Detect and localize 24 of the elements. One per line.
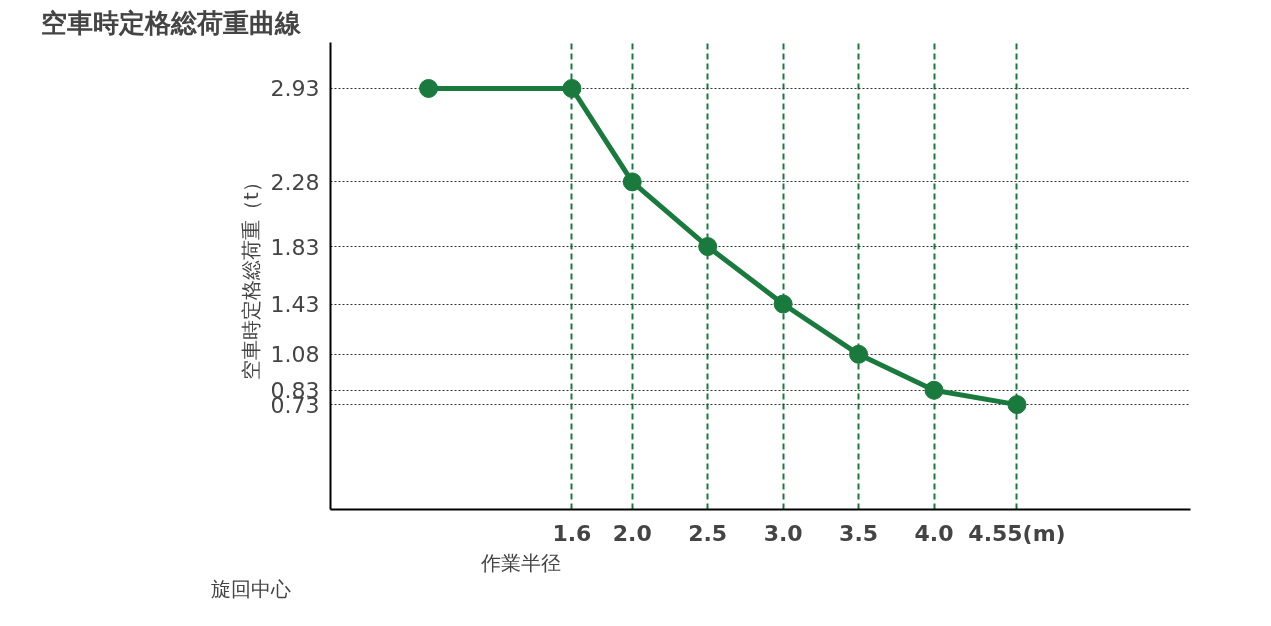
x-axis-title: 作業半径: [479, 550, 561, 575]
y-tick-label: 2.28: [270, 169, 320, 195]
y-axis-title: 空車時定格総荷重（t）: [238, 172, 263, 380]
point: [849, 344, 869, 364]
x-tick-label: 3.0: [763, 520, 803, 546]
y-tick-label: 1.83: [270, 234, 320, 260]
point: [773, 294, 793, 314]
point: [698, 237, 718, 257]
point: [562, 79, 582, 98]
x-tick-label: 2.0: [612, 520, 652, 546]
point: [419, 79, 439, 98]
text: 旋回中心: [210, 576, 291, 601]
y-tick-label: 1.08: [270, 342, 320, 368]
x-tick-label: 3.5: [839, 520, 879, 546]
point: [1007, 395, 1027, 415]
point: [622, 172, 642, 192]
y-tick-label: 1.43: [270, 292, 320, 318]
x-tick-label: 4.0: [914, 520, 954, 546]
x-tick-label: 1.6: [552, 520, 592, 546]
y-tick-label: 2.93: [270, 76, 320, 102]
point: [924, 380, 944, 400]
x-tick-label: 2.5: [688, 520, 728, 546]
x-tick-label: 4.55(m): [968, 520, 1066, 546]
chart-title: 空車時定格総荷重曲線: [40, 7, 302, 38]
